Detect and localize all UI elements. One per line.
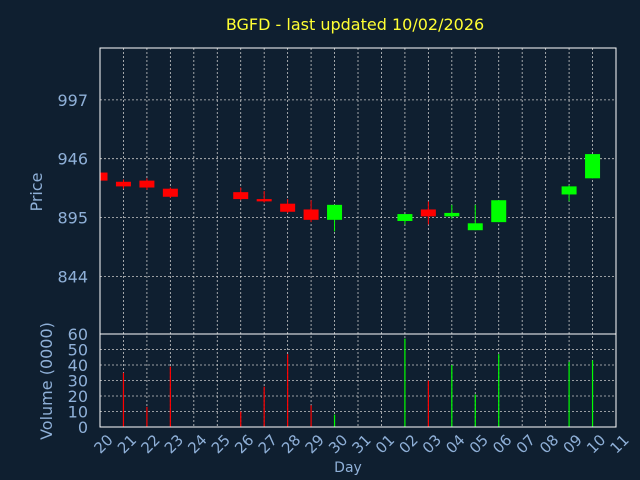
candles (99, 154, 601, 232)
candle (561, 185, 577, 202)
candle-body (585, 154, 601, 179)
volume-tick-label: 40 (68, 356, 88, 375)
chart-title: BGFD - last updated 10/02/2026 (226, 15, 484, 34)
candle (162, 187, 178, 198)
price-tick-label: 895 (57, 209, 88, 228)
candle-body (303, 209, 319, 220)
candle-body (100, 172, 108, 181)
volume-bars (122, 338, 594, 427)
candle-body (233, 192, 249, 200)
volume-panel-frame (99, 333, 617, 428)
price-tick-label: 997 (57, 91, 88, 110)
price-tick-label: 844 (57, 267, 88, 286)
price-axis-label: Price (27, 172, 46, 211)
volume-tick-label: 60 (68, 325, 88, 344)
candle (303, 200, 319, 223)
candle (115, 179, 131, 189)
candle (491, 200, 507, 223)
candle (99, 172, 108, 182)
candle (139, 178, 155, 190)
candle (467, 204, 483, 231)
grid (100, 48, 616, 427)
volume-tick-label: 20 (68, 387, 88, 406)
candle-body (491, 200, 507, 223)
candle-body (561, 186, 577, 195)
candle-body (256, 199, 272, 202)
volume-tick-label: 10 (68, 403, 88, 422)
candle-body (397, 214, 413, 221)
candle (420, 201, 436, 225)
candle (256, 191, 272, 203)
candle (327, 204, 343, 232)
candle-body (420, 209, 436, 217)
volume-axis-label: Volume (0000) (37, 322, 56, 440)
candle-body (280, 203, 296, 212)
candle (444, 204, 460, 219)
volume-tick-label: 50 (68, 341, 88, 360)
candle (233, 187, 249, 201)
volume-tick-label: 0 (78, 418, 88, 437)
x-axis-label: Day (334, 460, 362, 476)
candle (280, 199, 296, 213)
price-tick-label: 946 (57, 150, 88, 169)
candle-body (467, 223, 483, 231)
candle-body (444, 212, 460, 217)
candle-body (327, 204, 343, 220)
candle (585, 154, 601, 179)
candle-body (115, 181, 131, 187)
candle-body (162, 188, 178, 197)
candle (397, 214, 413, 225)
candle-body (139, 180, 155, 188)
volume-tick-label: 30 (68, 372, 88, 391)
